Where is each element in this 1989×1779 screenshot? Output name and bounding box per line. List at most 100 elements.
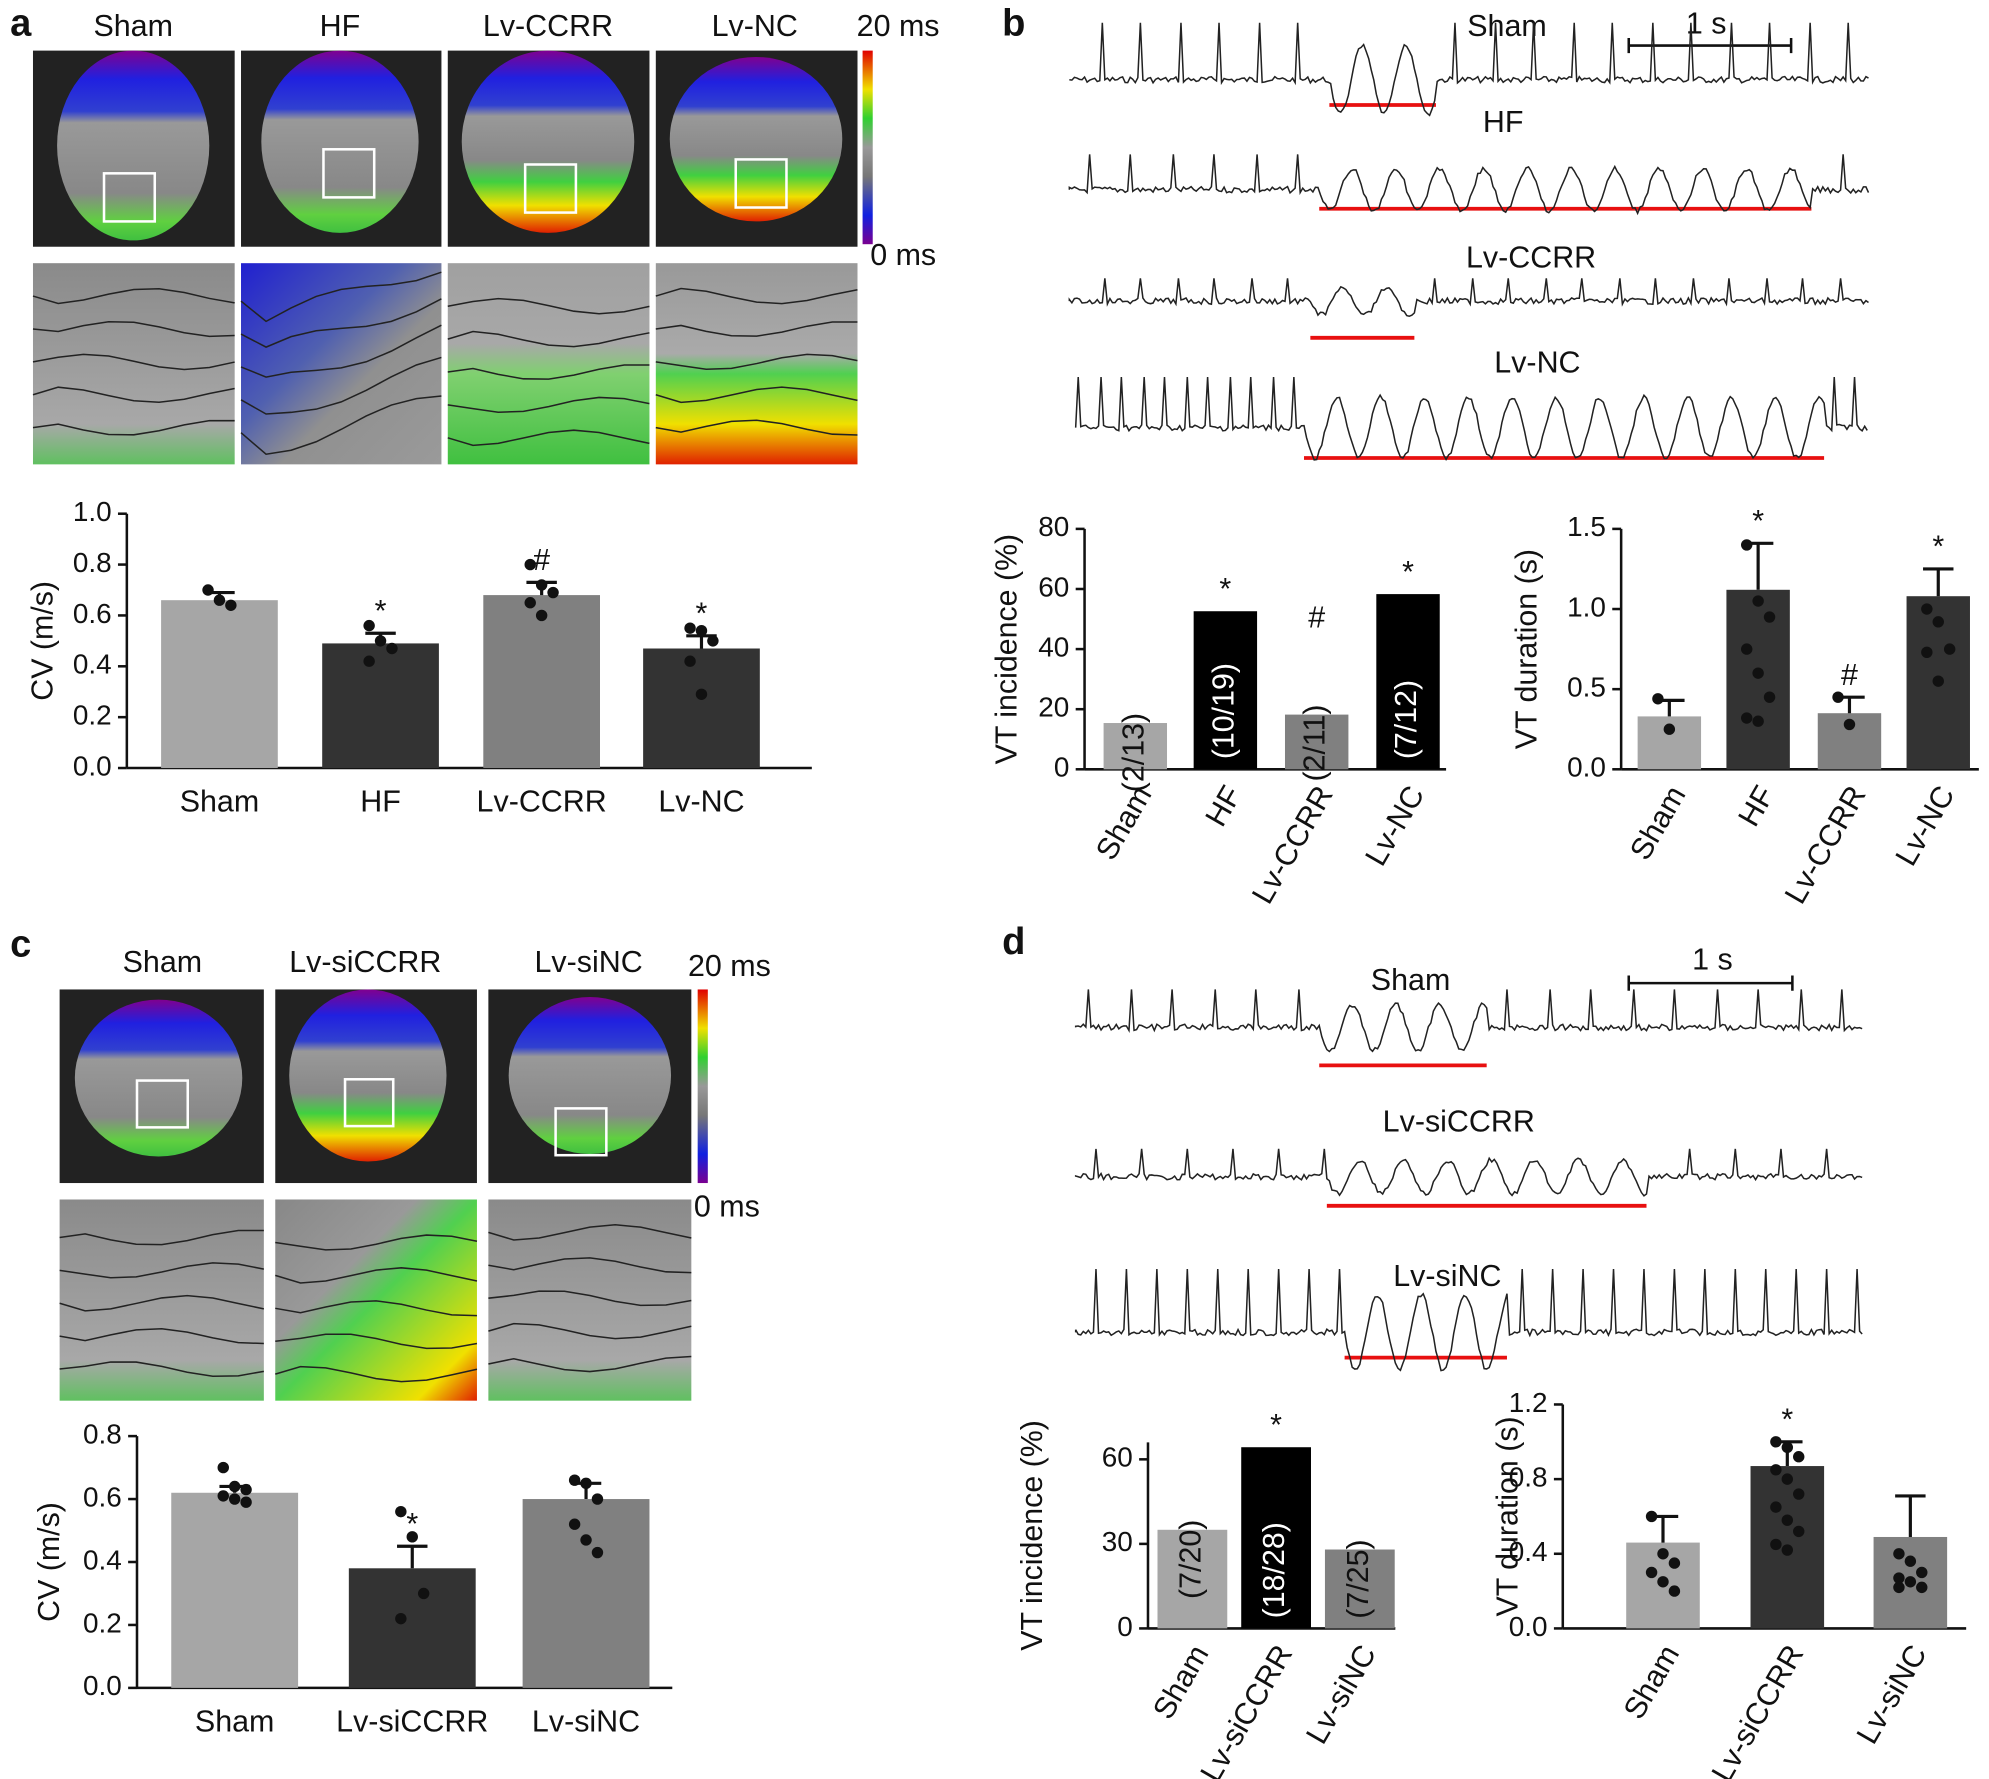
contour <box>240 271 442 323</box>
map-label: Lv-siNC <box>534 945 642 979</box>
data-point <box>217 1461 229 1474</box>
data-point <box>524 558 536 571</box>
x-tick-label: HF <box>360 785 401 819</box>
contour <box>447 330 650 348</box>
roi <box>523 163 578 214</box>
data-point <box>1752 667 1764 679</box>
y-tick-label: 0.2 <box>73 700 112 731</box>
data-point <box>1916 1581 1928 1594</box>
data-point <box>684 622 696 634</box>
panel-letter: a <box>10 2 32 44</box>
scale-bar <box>1627 975 1794 991</box>
contour <box>655 321 858 337</box>
data-point <box>1793 1525 1805 1538</box>
roi <box>135 1079 190 1129</box>
ecg-trace <box>1069 22 1869 117</box>
trace-label: Sham <box>1371 963 1450 997</box>
data-point <box>684 655 696 667</box>
annotation: * <box>406 1507 418 1541</box>
x-tick-label: Sham <box>1623 780 1692 866</box>
trace-label: Lv-siCCRR <box>1383 1105 1535 1139</box>
contour <box>240 298 442 348</box>
y-tick-label: 1.5 <box>1567 511 1606 542</box>
annotation: # <box>1308 601 1325 635</box>
ecg-trace <box>1074 989 1863 1053</box>
data-point <box>547 586 559 599</box>
data-point <box>1657 1548 1669 1560</box>
map-label: HF <box>320 9 361 43</box>
heart-map <box>289 989 447 1162</box>
bar <box>1103 723 1168 770</box>
contour <box>32 386 235 404</box>
bar <box>1726 589 1790 770</box>
x-tick-label: Lv-NC <box>1359 780 1432 871</box>
contour <box>275 1267 478 1284</box>
y-tick-label: 0.8 <box>83 1418 122 1449</box>
annotation: * <box>1932 530 1944 564</box>
vt-underlines <box>1304 103 1825 1360</box>
data-point <box>363 655 375 667</box>
x-tick-label: Lv-NC <box>1889 780 1962 871</box>
annotation: * <box>375 594 387 628</box>
data-point <box>1752 715 1764 727</box>
y-tick-label: 80 <box>1038 511 1069 542</box>
contour <box>59 1294 265 1312</box>
data-point <box>707 635 719 647</box>
heart-map <box>74 999 243 1157</box>
heart-map <box>461 50 635 233</box>
y-axis-label: CV (m/s) <box>32 1502 66 1622</box>
x-tick-label: Lv-siNC <box>532 1704 640 1738</box>
data-point <box>524 597 536 609</box>
y-tick-label: 0.0 <box>1509 1611 1548 1642</box>
data-point <box>1921 603 1933 615</box>
y-tick-label: 0.0 <box>1567 752 1606 783</box>
value-label: (7/20) <box>1173 1520 1207 1599</box>
contour <box>488 1224 692 1241</box>
data-point <box>1652 693 1664 705</box>
x-tick-label: Lv-siNC <box>1299 1639 1383 1749</box>
data-point <box>228 1493 241 1505</box>
y-tick-label: 0.0 <box>73 750 112 781</box>
x-tick-label: Lv-siCCRR <box>336 1704 488 1738</box>
contour <box>240 324 442 378</box>
contour <box>655 353 858 370</box>
zoom-map <box>275 1199 477 1401</box>
x-tick-label: Lv-CCRR <box>477 785 607 819</box>
contour <box>447 396 650 414</box>
y-axis-label: VT incidence (%) <box>989 534 1023 765</box>
data-point <box>1893 1548 1905 1560</box>
annotation: * <box>1219 572 1231 606</box>
roi <box>343 1078 395 1128</box>
trace-label: Lv-CCRR <box>1466 240 1596 274</box>
data-point <box>1893 1572 1905 1584</box>
data-point <box>1770 1464 1782 1476</box>
x-tick-label: Lv-CCRR <box>1778 780 1873 909</box>
data-point <box>535 609 548 622</box>
x-tick-label: HF <box>1732 780 1782 832</box>
map-label: Lv-siCCRR <box>289 945 441 979</box>
y-tick-label: 0.0 <box>83 1670 122 1701</box>
data-point <box>1763 611 1776 623</box>
data-point <box>363 619 375 632</box>
panel-letter: d <box>1002 921 1025 963</box>
contour <box>32 419 235 436</box>
zoom-map <box>241 263 442 465</box>
y-tick-label: 0.4 <box>83 1544 122 1575</box>
value-label: (7/12) <box>1389 680 1423 759</box>
error-bar <box>1923 567 1954 597</box>
data-point <box>580 1534 592 1546</box>
data-point <box>695 625 708 637</box>
annotation: * <box>1270 1408 1282 1442</box>
data-point <box>213 594 226 606</box>
data-point <box>535 579 548 591</box>
y-tick-label: 20 <box>1038 692 1069 723</box>
contour <box>32 353 235 371</box>
y-tick-label: 0.4 <box>73 649 112 680</box>
contour <box>488 1257 692 1274</box>
contour <box>59 1262 264 1279</box>
contour <box>240 395 442 456</box>
data-point <box>1781 1441 1794 1454</box>
bar <box>1376 594 1440 770</box>
y-tick-label: 0.6 <box>73 598 112 629</box>
